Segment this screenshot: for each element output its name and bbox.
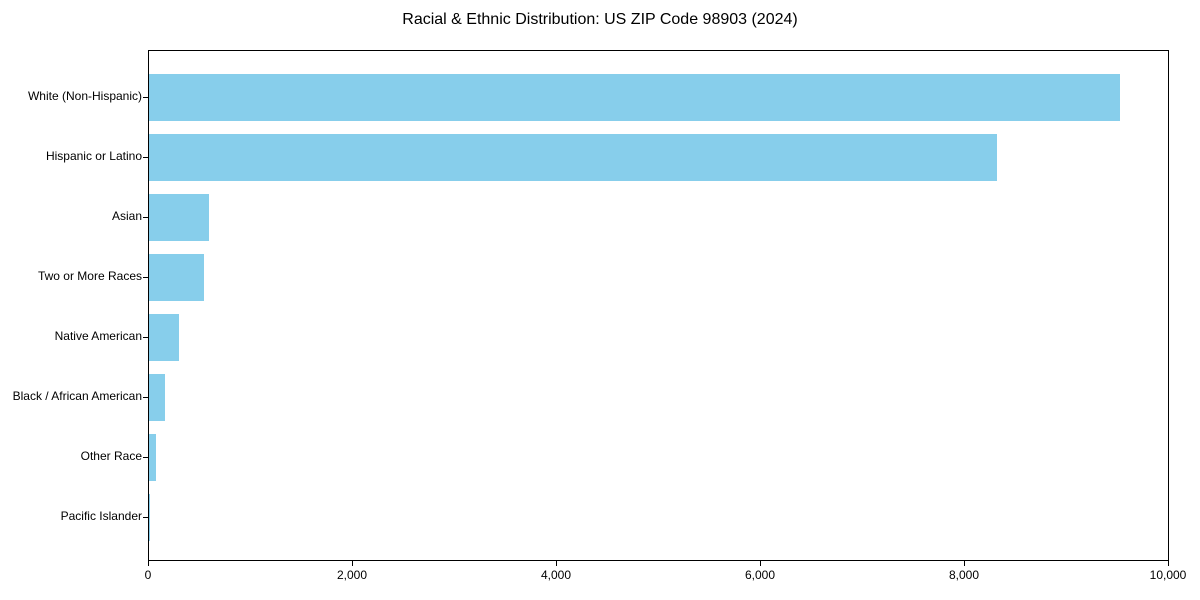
bar <box>149 493 150 541</box>
x-tick-label: 0 <box>144 568 152 582</box>
y-tick <box>143 157 148 158</box>
x-tick <box>556 561 557 566</box>
y-tick <box>143 277 148 278</box>
chart-title: Racial & Ethnic Distribution: US ZIP Cod… <box>402 11 798 28</box>
x-tick-label: 8,000 <box>948 568 980 582</box>
y-tick-label: White (Non-Hispanic) <box>27 89 142 103</box>
y-tick-label: Pacific Islander <box>60 509 142 523</box>
y-tick <box>143 457 148 458</box>
y-tick-label: Asian <box>111 209 142 223</box>
x-tick <box>760 561 761 566</box>
x-tick-label: 10,000 <box>1149 568 1187 582</box>
bar <box>149 193 209 241</box>
x-tick-label: 6,000 <box>744 568 776 582</box>
x-tick <box>352 561 353 566</box>
x-tick <box>964 561 965 566</box>
x-tick-label: 4,000 <box>540 568 572 582</box>
bar <box>149 73 1120 121</box>
y-tick-label: Native American <box>54 329 142 343</box>
bar <box>149 433 156 481</box>
y-tick <box>143 337 148 338</box>
x-tick <box>1168 561 1169 566</box>
y-tick <box>143 517 148 518</box>
y-tick <box>143 217 148 218</box>
x-tick-label: 2,000 <box>336 568 368 582</box>
x-tick <box>148 561 149 566</box>
bar <box>149 373 165 421</box>
bar <box>149 133 997 181</box>
y-tick-label: Hispanic or Latino <box>45 149 142 163</box>
bar <box>149 253 204 301</box>
y-tick <box>143 97 148 98</box>
bar <box>149 313 179 361</box>
y-tick <box>143 397 148 398</box>
y-tick-label: Other Race <box>80 449 142 463</box>
plot-area <box>148 50 1169 561</box>
y-tick-label: Two or More Races <box>37 269 142 283</box>
y-tick-label: Black / African American <box>12 389 142 403</box>
